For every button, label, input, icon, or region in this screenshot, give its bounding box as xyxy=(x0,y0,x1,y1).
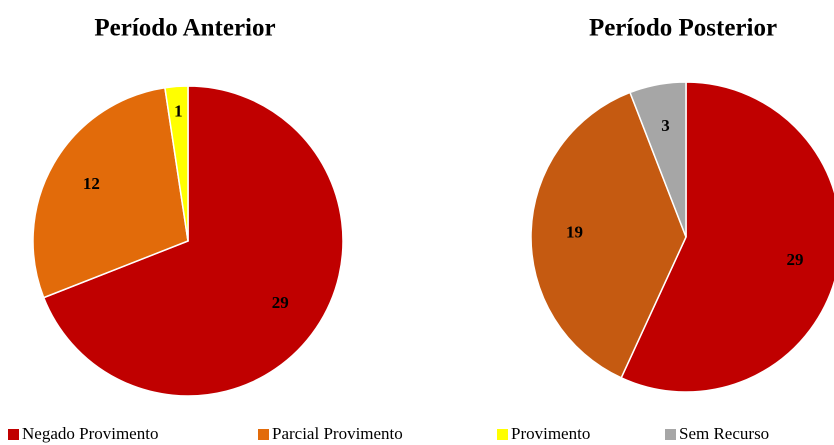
data-label: 29 xyxy=(272,293,289,312)
pie-slice xyxy=(620,81,834,393)
legend-label: Sem Recurso xyxy=(679,424,769,443)
legend-label: Provimento xyxy=(511,424,590,443)
pie-slice xyxy=(164,85,189,242)
legend-swatch xyxy=(258,429,269,440)
pie-slice xyxy=(530,91,687,379)
data-label: 29 xyxy=(787,250,804,269)
pie-slice xyxy=(42,85,344,397)
data-label: 12 xyxy=(83,174,100,193)
legend-label: Negado Provimento xyxy=(22,424,158,443)
legend-swatch xyxy=(497,429,508,440)
data-label: 3 xyxy=(661,116,670,135)
legend-swatch xyxy=(665,429,676,440)
legend-swatch xyxy=(8,429,19,440)
legend-label: Parcial Provimento xyxy=(272,424,403,443)
data-label: 19 xyxy=(566,222,583,241)
chart-title: Período Posterior xyxy=(589,15,777,42)
data-label: 1 xyxy=(174,102,183,121)
pie-slice xyxy=(32,86,189,299)
chart-title: Período Anterior xyxy=(94,15,275,42)
pie-slice xyxy=(629,81,687,238)
